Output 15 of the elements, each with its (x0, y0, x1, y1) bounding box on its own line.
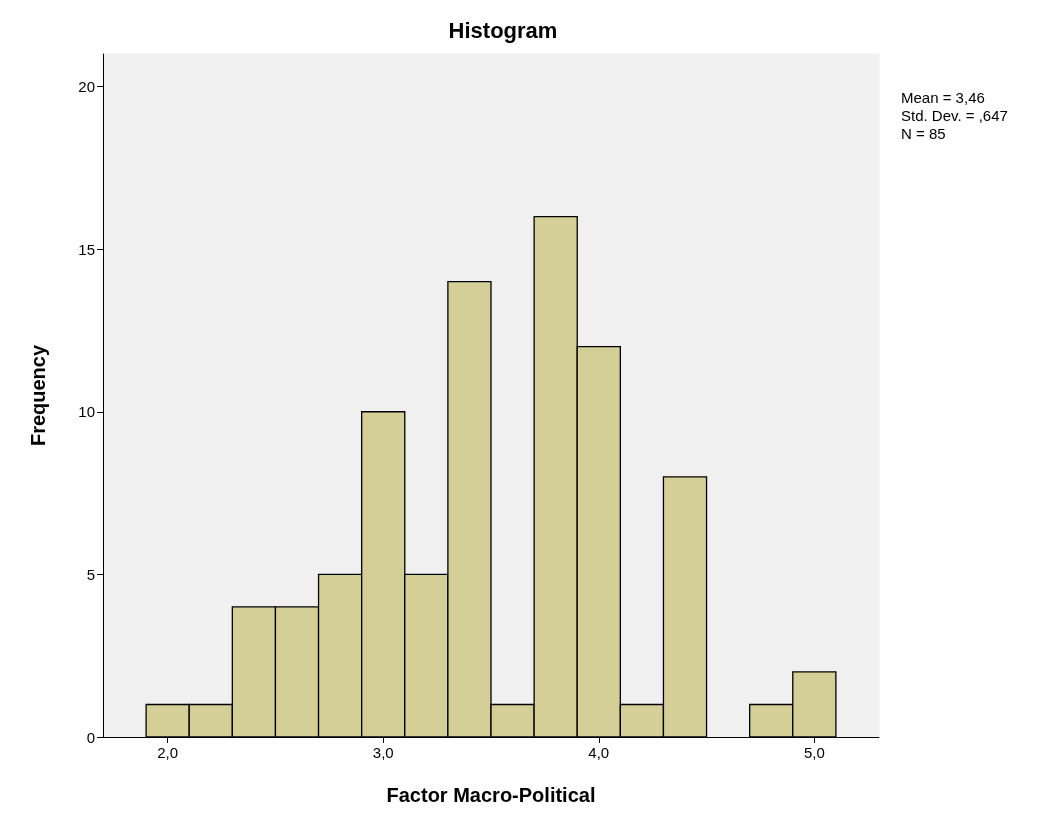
x-tick-label: 3,0 (372, 744, 394, 761)
y-tick-label: 5 (86, 565, 95, 583)
x-axis-title: Factor Macro-Political (386, 784, 596, 806)
y-tick-label: 10 (78, 403, 95, 421)
text: Std. Dev. = ,647 (901, 107, 1008, 124)
x-tick-label: 4,0 (588, 744, 610, 761)
x-tick-label: 5,0 (803, 744, 825, 761)
chart-title: Histogram (448, 17, 558, 43)
y-tick-label: 15 (78, 240, 95, 258)
y-tick-label: 20 (78, 78, 95, 96)
y-tick-label: 0 (86, 728, 95, 746)
text: Mean = 3,46 (901, 89, 985, 106)
y-axis-title: Frequency (27, 344, 49, 447)
text: N = 85 (901, 125, 946, 142)
x-tick-label: 2,0 (157, 744, 179, 761)
